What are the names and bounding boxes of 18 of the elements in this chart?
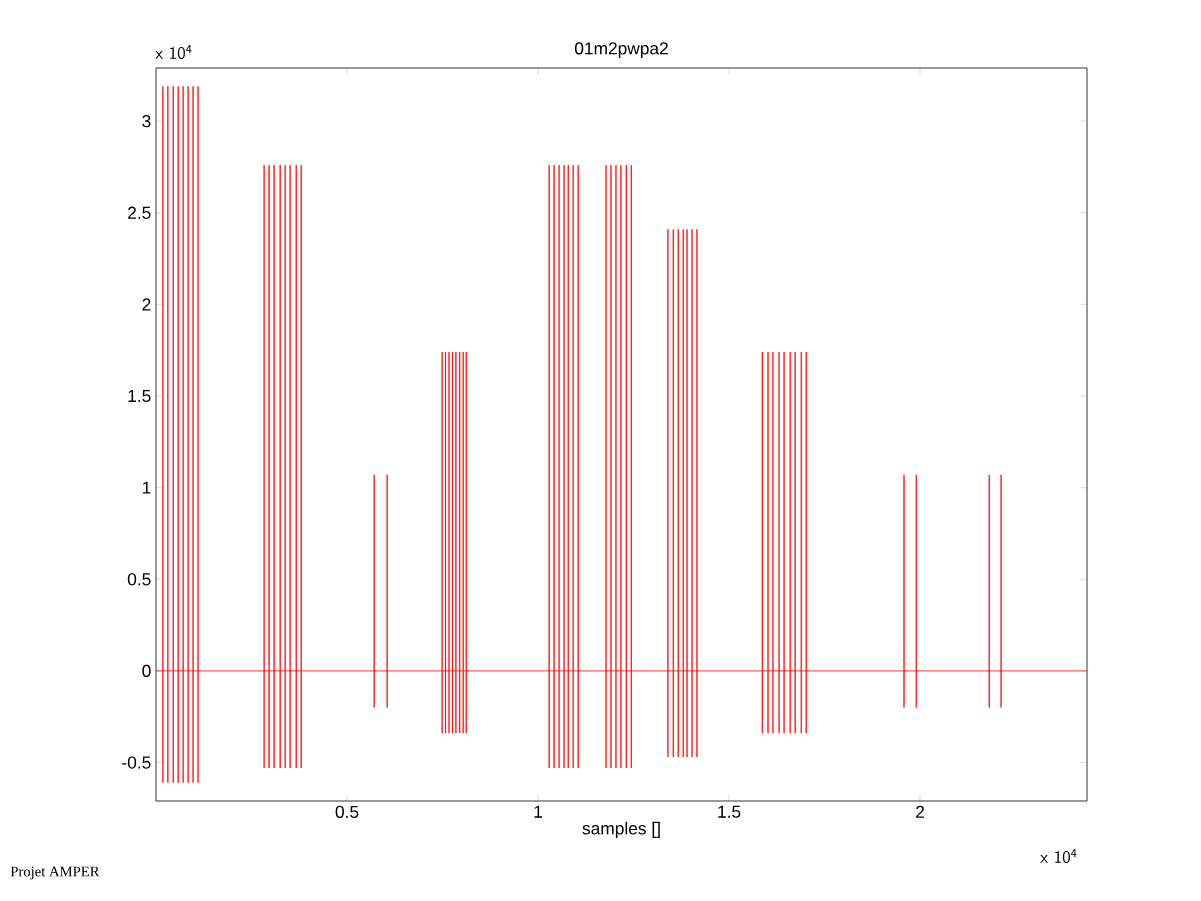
y-tick-label: 1 xyxy=(142,481,151,494)
y-tick-label: 0 xyxy=(142,664,151,678)
x-tick-label: 2 xyxy=(916,805,925,818)
text: x 10$^{4}$ xyxy=(1040,848,1077,864)
y-tick-label: 1.5 xyxy=(128,389,151,403)
x-tick-label: 1 xyxy=(534,805,543,818)
chart-title: 01m2pwpa2 xyxy=(574,42,668,58)
line-series xyxy=(156,85,1088,784)
x-axis-title: samples [] xyxy=(582,821,660,838)
y-tick-label: 2 xyxy=(142,298,151,311)
y-tick-label: -0.5 xyxy=(122,756,151,769)
y-tick-label: 2.5 xyxy=(128,206,151,219)
y-tick-label: 3 xyxy=(142,115,151,128)
x-tick-label: 1.5 xyxy=(718,805,741,818)
y-tick-label: 0.5 xyxy=(127,573,151,586)
text: Projet AMPER xyxy=(10,866,100,880)
text: x 10$^{4}$ xyxy=(155,44,192,60)
x-tick-label: 0.5 xyxy=(335,805,359,818)
